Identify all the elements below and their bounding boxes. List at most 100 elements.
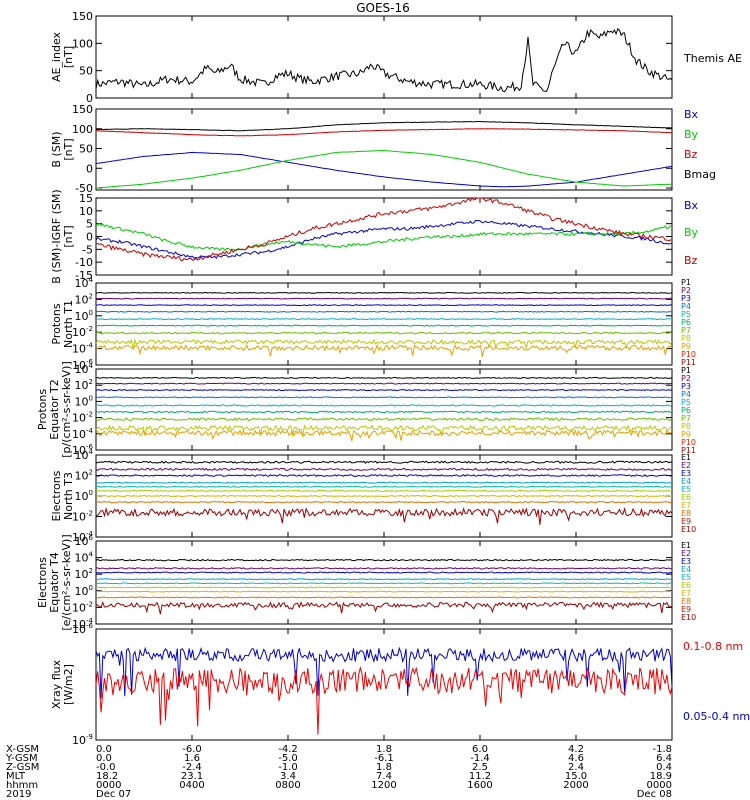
series-line-p8 <box>95 338 673 350</box>
series-line-e4 <box>95 578 673 581</box>
y-tick-label: 104 <box>75 551 94 565</box>
series-line-bz <box>95 197 673 261</box>
legend-label: By <box>684 226 699 239</box>
x-row-value: -5.0 <box>278 753 298 764</box>
y-axis-label: [nT] <box>62 46 75 68</box>
x-row-value: -6.1 <box>374 753 394 764</box>
legend-label: E7 <box>681 501 691 510</box>
y-tick-label: 50 <box>79 143 93 156</box>
y-tick-label: 100 <box>72 123 93 136</box>
series-line-e7 <box>95 590 673 593</box>
series-line-p8 <box>95 424 673 438</box>
x-row-value: 4.2 <box>568 744 584 755</box>
y-tick-label: 15 <box>79 192 93 205</box>
panel-ae: 0 50 100 150 AE_index [nT] Themis AE <box>50 10 742 105</box>
y-tick-label: 50 <box>79 65 93 78</box>
y-tick-label: -50 <box>75 182 93 195</box>
series-line-p6 <box>95 410 673 414</box>
end-date-label: Dec 08 <box>637 789 672 800</box>
x-row-value: 0000 <box>647 780 672 791</box>
y-tick-label: 10-2 <box>72 600 93 614</box>
legend-label: P1 <box>681 366 691 375</box>
y-axis-label: Xray flux <box>50 659 63 709</box>
series-line-p7 <box>95 331 673 335</box>
legend-label: P5 <box>681 310 691 319</box>
legend-label: P10 <box>681 438 696 447</box>
series-line-by <box>95 150 673 189</box>
y-axis-label: Electrons <box>36 557 49 608</box>
y-tick-label: 102 <box>75 469 93 483</box>
x-row-value: 18.2 <box>96 771 118 782</box>
series-line-p5 <box>95 318 673 321</box>
y-tick-label: 10-9 <box>72 733 93 747</box>
series-line-p3 <box>95 389 673 392</box>
series-line-e1 <box>95 460 673 464</box>
series-line-e6 <box>95 586 673 589</box>
y-tick-label: 10-6 <box>72 358 94 372</box>
y-tick-label: 10-2 <box>72 411 93 425</box>
y-tick-label: 0 <box>86 92 93 105</box>
legend-label: P4 <box>681 302 691 311</box>
panel-protons_t2: 10-6 10-4 10-2 100 102 104 Protons Equator T2 [p… <box>36 361 696 458</box>
series-line-e5 <box>95 485 673 488</box>
legend-label: P10 <box>681 350 696 359</box>
series-line-p2 <box>95 297 673 300</box>
x-row-value: -1.4 <box>470 753 490 764</box>
legend-label: E2 <box>681 549 691 558</box>
legend-label: E4 <box>681 565 691 574</box>
y-axis-label: [e/(cm²-s-sr-keV)] <box>60 534 73 630</box>
legend-label: By <box>684 128 699 141</box>
legend-label: Bmag <box>684 168 716 181</box>
legend-label: P9 <box>681 430 691 439</box>
x-row-value: 2000 <box>563 780 588 791</box>
y-axis-label: B (SM)-IGRF (SM) <box>50 189 63 283</box>
series-line-bx <box>95 219 673 260</box>
legend-label: P3 <box>681 382 691 391</box>
panel-bsm: -50 0 50 100 150 B (SM) [nT] Bx By Bz Bmag <box>50 103 716 195</box>
series-line-p5 <box>95 404 673 407</box>
x-row-value: 0.4 <box>656 762 672 773</box>
series-line-e5 <box>95 582 673 585</box>
y-tick-label: -5 <box>82 243 93 256</box>
legend-label: P2 <box>681 286 691 295</box>
legend-label: E5 <box>681 573 691 582</box>
panel-frame <box>95 628 673 741</box>
y-tick-label: 100 <box>75 394 93 408</box>
y-tick-label: 10-2 <box>72 510 93 524</box>
figure-title: GOES-16 <box>356 1 410 15</box>
legend-label: 0.1-0.8 nm <box>683 640 743 653</box>
start-date-label: Dec 07 <box>96 789 131 800</box>
y-axis-label: Equator T4 <box>48 552 61 612</box>
y-tick-label: 10-2 <box>72 325 93 339</box>
series-line-p4 <box>95 396 673 399</box>
x-row-value: 11.2 <box>469 771 491 782</box>
y-axis-label: [nT] <box>62 138 75 160</box>
series-line-p1 <box>95 376 673 379</box>
x-row-value: 23.1 <box>181 771 203 782</box>
x-row-value: 0.0 <box>96 753 112 764</box>
x-row-label: X-GSM <box>6 744 39 755</box>
legend-label: E8 <box>681 597 691 606</box>
legend-label: E7 <box>681 589 691 598</box>
legend-label: P8 <box>681 422 691 431</box>
series-line-p3 <box>95 304 673 307</box>
legend-label: E3 <box>681 557 691 566</box>
series-line-0-05-0-4-nm <box>95 646 673 699</box>
y-tick-label: 102 <box>75 567 93 581</box>
series-line-0-1-0-8-nm <box>95 665 673 735</box>
x-row-value: 3.4 <box>280 771 296 782</box>
y-tick-label: 102 <box>75 378 93 392</box>
panel-frame <box>95 15 673 99</box>
y-tick-label: 104 <box>75 276 94 290</box>
panel-xray: 10-9 10-6 Xray flux [W/m2] 0.1-0.8 nm 0.05-0.… <box>50 622 750 747</box>
y-axis-label: North T3 <box>62 472 75 520</box>
x-row-value: 18.9 <box>650 771 672 782</box>
legend-label: P3 <box>681 294 691 303</box>
legend-label: Bz <box>684 148 698 161</box>
series-line-p4 <box>95 310 673 313</box>
y-tick-label: 10-4 <box>72 427 94 441</box>
y-tick-label: 100 <box>72 37 93 50</box>
